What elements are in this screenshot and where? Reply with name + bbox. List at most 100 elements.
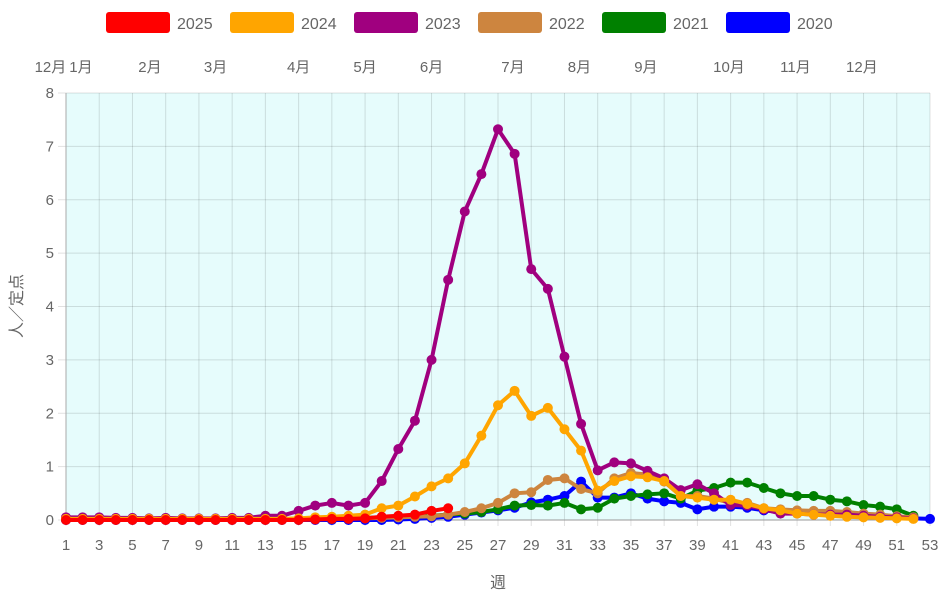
data-point — [293, 505, 304, 516]
data-point — [709, 494, 719, 505]
data-point — [210, 515, 221, 525]
data-point — [260, 515, 271, 525]
data-point — [742, 498, 753, 509]
x-tick-label: 25 — [456, 537, 473, 554]
data-point — [409, 491, 420, 502]
data-point — [360, 497, 371, 508]
data-point — [393, 444, 404, 455]
y-tick-label: 3 — [46, 352, 54, 369]
data-point — [277, 515, 287, 525]
data-point — [559, 497, 570, 508]
data-point — [443, 274, 454, 285]
month-label: 12月 — [35, 59, 67, 76]
data-point — [443, 503, 454, 514]
x-tick-label: 27 — [490, 537, 507, 554]
data-point — [193, 515, 204, 525]
x-tick-label: 17 — [324, 537, 341, 554]
month-label: 9月 — [634, 59, 657, 76]
data-point — [493, 400, 503, 411]
data-point — [426, 505, 437, 516]
data-point — [526, 410, 537, 421]
x-axis-label: 週 — [490, 574, 506, 592]
y-tick-label: 5 — [46, 245, 54, 262]
x-tick-label: 53 — [922, 537, 939, 554]
x-axis: 1 3 5 7 9 11 13 15 17 19 21 23 25 27 29 31 33 35 37 39 41 43 4… — [62, 537, 939, 554]
y-tick-label: 6 — [46, 192, 54, 209]
x-tick-label: 9 — [195, 537, 203, 554]
x-tick-label: 5 — [128, 537, 136, 554]
x-tick-label: 21 — [390, 537, 407, 554]
data-point — [476, 430, 487, 441]
data-point — [459, 458, 470, 469]
legend-swatch — [106, 12, 170, 33]
data-point — [144, 515, 155, 525]
month-label: 10月 — [713, 59, 745, 76]
data-point — [875, 512, 886, 523]
data-point — [426, 354, 437, 365]
y-tick-label: 2 — [46, 405, 54, 422]
data-point — [526, 500, 537, 511]
x-tick-label: 37 — [656, 537, 673, 554]
data-point — [360, 513, 371, 524]
legend-item-2022: 2022 — [478, 12, 585, 33]
series-2025 — [61, 503, 454, 525]
data-point — [559, 490, 570, 501]
y-tick-label: 1 — [46, 459, 54, 476]
legend-label: 2024 — [301, 16, 337, 33]
data-point — [692, 479, 703, 490]
x-tick-label: 29 — [523, 537, 540, 554]
data-point — [526, 264, 537, 275]
data-point — [609, 457, 620, 468]
x-tick-label: 3 — [95, 537, 103, 554]
x-tick-label: 35 — [623, 537, 640, 554]
y-tick-label: 7 — [46, 138, 54, 155]
data-point — [61, 515, 71, 525]
month-label: 4月 — [287, 59, 310, 76]
data-point — [376, 503, 387, 514]
data-point — [127, 515, 138, 525]
legend-swatch — [726, 12, 790, 33]
data-point — [77, 515, 88, 525]
y-tick-label: 0 — [46, 512, 54, 529]
data-point — [908, 513, 919, 524]
data-point — [592, 485, 603, 496]
data-point — [493, 497, 503, 508]
data-point — [343, 513, 354, 524]
data-point — [625, 490, 636, 501]
legend-item-2020: 2020 — [726, 12, 833, 33]
y-tick-label: 4 — [46, 299, 54, 316]
data-point — [509, 148, 520, 159]
x-tick-label: 49 — [855, 537, 872, 554]
y-tick-label: 8 — [46, 85, 54, 102]
x-tick-label: 51 — [888, 537, 905, 554]
data-point — [509, 488, 520, 499]
data-point — [542, 474, 553, 485]
legend-swatch — [602, 12, 666, 33]
data-point — [459, 506, 470, 517]
data-point — [459, 206, 470, 217]
data-point — [792, 490, 803, 501]
data-point — [326, 513, 337, 524]
data-point — [841, 511, 852, 522]
data-point — [542, 402, 553, 413]
data-point — [692, 504, 703, 515]
data-point — [858, 500, 869, 511]
x-tick-label: 45 — [789, 537, 806, 554]
x-tick-label: 33 — [589, 537, 606, 554]
series-group — [61, 124, 935, 525]
data-point — [841, 496, 852, 507]
x-tick-label: 11 — [224, 537, 240, 554]
data-point — [326, 497, 337, 508]
data-point — [858, 512, 869, 523]
legend-item-2024: 2024 — [230, 12, 337, 33]
data-point — [227, 515, 238, 525]
legend-item-2021: 2021 — [602, 12, 709, 33]
data-point — [493, 124, 503, 135]
data-point — [642, 489, 653, 500]
data-point — [509, 385, 520, 396]
data-point — [576, 504, 587, 515]
legend-label: 2020 — [797, 16, 833, 33]
data-point — [808, 490, 819, 501]
data-point — [725, 494, 736, 505]
